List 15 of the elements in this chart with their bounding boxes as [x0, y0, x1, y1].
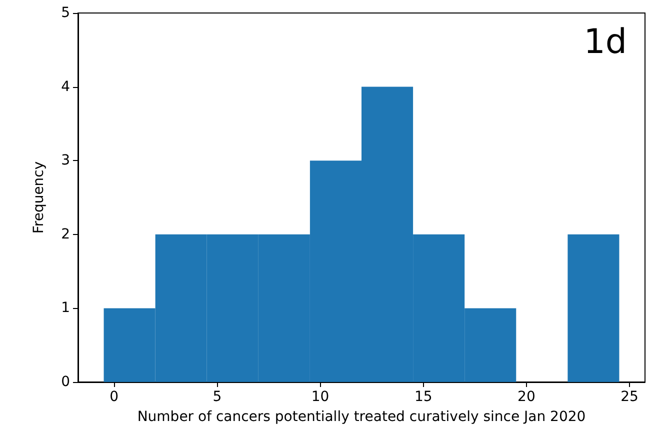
x-tick-label: 15: [414, 389, 432, 405]
annotation: 1d: [584, 22, 628, 62]
y-tick-label: 4: [61, 78, 70, 95]
x-tick-label: 20: [518, 389, 536, 405]
x-tick-label: 0: [110, 389, 119, 405]
y-tick-label: 3: [61, 152, 70, 169]
y-tick-label: 5: [61, 5, 70, 21]
x-tick-label: 5: [212, 389, 222, 405]
y-tick-label: 0: [61, 374, 70, 390]
y-axis-title: Frequency: [31, 161, 47, 234]
x-axis-title: Number of cancers potentially treated curatively since Jan 2020: [137, 409, 586, 425]
x-tick-label: 25: [620, 389, 638, 405]
y-tick-label: 2: [61, 226, 70, 242]
x-tick-label: 10: [311, 389, 330, 405]
y-tick-label: 1: [61, 300, 70, 316]
